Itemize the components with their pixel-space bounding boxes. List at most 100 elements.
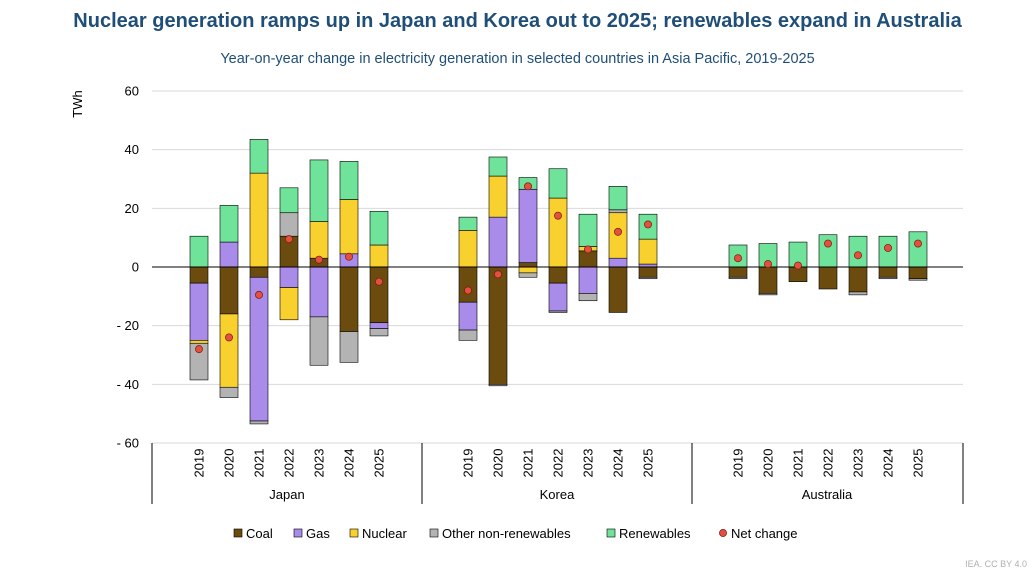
group-label-australia: Australia — [802, 487, 853, 502]
net-change-point — [255, 290, 263, 299]
bar-segment-renewables — [908, 231, 928, 268]
y-tick-label: 60 — [125, 84, 139, 99]
bar-segment-coal — [758, 266, 778, 294]
bar-segment-nuclear — [339, 199, 359, 255]
bar-segment-other-non-renewables — [458, 329, 478, 341]
chart-subtitle: Year-on-year change in electricity gener… — [220, 51, 815, 67]
x-tick-label: 2019 — [461, 449, 476, 478]
x-tick-label: 2019 — [192, 449, 207, 478]
bar-segment-coal — [908, 266, 928, 280]
bar-segment-nuclear — [548, 197, 568, 268]
legend-swatch-net-change — [719, 529, 727, 537]
net-change-point — [285, 235, 293, 244]
net-change-point — [734, 254, 742, 263]
bar-segment-coal — [548, 266, 568, 284]
bar-segment-other-non-renewables — [249, 420, 269, 425]
bar-segment-other-non-renewables — [608, 209, 628, 214]
bar-segment-gas — [548, 282, 568, 312]
bar-segment-gas — [488, 216, 508, 268]
bar-segment-renewables — [189, 235, 209, 268]
bar-segment-other-non-renewables — [548, 310, 568, 313]
bar-segment-coal — [848, 266, 868, 293]
bar-segment-gas — [309, 266, 329, 318]
bar-segment-other-non-renewables — [728, 276, 748, 280]
bar-segment-renewables — [488, 156, 508, 177]
legend-swatch-gas — [293, 528, 303, 538]
bar-segment-nuclear — [249, 172, 269, 268]
credit-note: IEA. CC BY 4.0 — [965, 559, 1027, 569]
bar-segment-gas — [189, 282, 209, 341]
net-change-point — [794, 261, 802, 270]
bar-segment-other-non-renewables — [189, 342, 209, 381]
bar-segment-other-non-renewables — [848, 291, 868, 296]
y-tick-label: 0 — [132, 260, 139, 275]
x-tick-label: 2020 — [491, 449, 506, 478]
bar-segment-coal — [458, 266, 478, 303]
net-change-point — [345, 252, 353, 261]
y-tick-label: - 40 — [117, 377, 139, 392]
legend-swatch-coal — [233, 528, 243, 538]
bar-segment-nuclear — [279, 287, 299, 321]
legend-label-net-change: Net change — [731, 526, 798, 541]
bar-segment-coal — [249, 266, 269, 278]
x-tick-label: 2019 — [731, 449, 746, 478]
x-tick-label: 2020 — [761, 449, 776, 478]
bar-segment-renewables — [369, 210, 389, 246]
bar-segment-gas — [279, 266, 299, 288]
bar-segment-coal — [728, 266, 748, 278]
x-tick-label: 2020 — [222, 449, 237, 478]
bar-segment-coal — [339, 266, 359, 332]
bar-segment-gas — [458, 301, 478, 331]
bar-segment-other-non-renewables — [908, 278, 928, 281]
x-tick-label: 2023 — [851, 449, 866, 478]
bar-segment-coal — [638, 266, 658, 278]
bar-segment-coal — [878, 266, 898, 278]
bar-segment-coal — [219, 266, 239, 315]
net-change-point — [375, 277, 383, 286]
bar-segment-coal — [518, 262, 538, 268]
net-change-point — [195, 345, 203, 354]
group-label-korea: Korea — [540, 487, 575, 502]
bar-segment-coal — [369, 266, 389, 324]
legend-label-other-non-renewables: Other non-renewables — [442, 526, 571, 541]
bar-segment-other-non-renewables — [878, 276, 898, 280]
bar-segment-other-non-renewables — [279, 212, 299, 237]
bar-segment-renewables — [339, 161, 359, 200]
bar-segment-other-non-renewables — [518, 272, 538, 278]
net-change-point — [914, 239, 922, 248]
legend-label-gas: Gas — [306, 526, 330, 541]
bar-segment-other-non-renewables — [339, 331, 359, 363]
x-tick-label: 2021 — [791, 449, 806, 478]
bar-segment-gas — [369, 322, 389, 329]
bar-segment-renewables — [458, 216, 478, 231]
x-tick-label: 2025 — [641, 449, 656, 478]
bar-segment-renewables — [578, 213, 598, 247]
net-change-point — [494, 270, 502, 279]
bar-segment-other-non-renewables — [578, 293, 598, 302]
bar-segment-coal — [818, 266, 838, 290]
bar-segment-gas — [518, 188, 538, 263]
net-change-point — [315, 255, 323, 264]
bar-segment-other-non-renewables — [488, 384, 508, 387]
bar-segment-renewables — [309, 159, 329, 222]
bar-segment-nuclear — [219, 313, 239, 388]
bar-segment-renewables — [608, 186, 628, 211]
x-tick-label: 2024 — [342, 449, 357, 478]
bar-segment-coal — [189, 266, 209, 284]
y-tick-label: 40 — [125, 142, 139, 157]
y-tick-label: 20 — [125, 201, 139, 216]
bar-segment-nuclear — [369, 244, 389, 268]
x-tick-label: 2022 — [821, 449, 836, 478]
x-tick-label: 2022 — [282, 449, 297, 478]
y-tick-label: - 20 — [117, 318, 139, 333]
legend-swatch-nuclear — [349, 528, 359, 538]
y-axis-label: TWh — [70, 90, 85, 117]
bar-segment-coal — [488, 266, 508, 385]
x-tick-label: 2025 — [911, 449, 926, 478]
bar-segment-gas — [578, 266, 598, 294]
bar-segment-nuclear — [638, 238, 658, 265]
chart-title: Nuclear generation ramps up in Japan and… — [73, 10, 962, 32]
net-change-point — [554, 211, 562, 220]
x-tick-label: 2023 — [312, 449, 327, 478]
